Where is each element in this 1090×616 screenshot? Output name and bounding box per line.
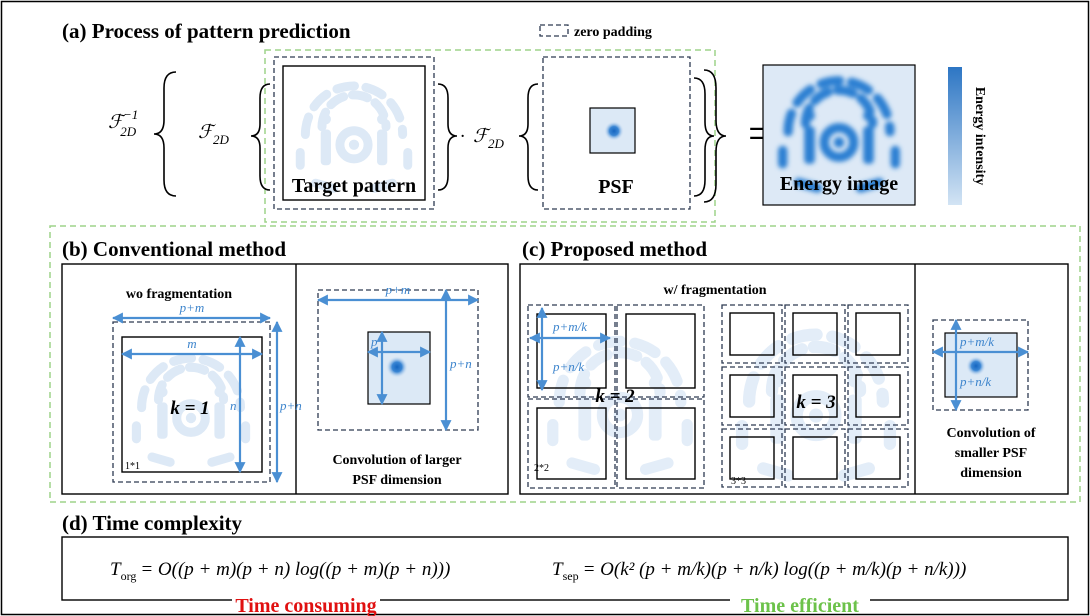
dimension-label: p+n/k xyxy=(959,374,991,389)
target-label: Target pattern xyxy=(292,175,416,197)
dimension-label: p+n xyxy=(449,356,472,371)
text-part: 2D xyxy=(120,124,137,139)
psf-dot xyxy=(966,356,986,376)
psf-dot xyxy=(386,356,408,378)
subtitle: w/ fragmentation xyxy=(663,283,766,298)
dimension-label: p+m/k xyxy=(959,334,994,349)
text-part: org xyxy=(121,569,137,583)
k-label: k = 1 xyxy=(170,398,209,419)
panel-title: (c) Proposed method xyxy=(522,237,707,261)
caption: Convolution of larger xyxy=(332,453,461,468)
panel-title: (b) Conventional method xyxy=(62,237,286,261)
brace xyxy=(154,72,176,196)
fragment-box xyxy=(856,313,900,355)
legend-label: zero padding xyxy=(574,25,652,40)
text-part: sep xyxy=(563,569,579,583)
psf-dot xyxy=(604,121,624,141)
grid-label: 3*3 xyxy=(731,476,746,487)
text-part: 2D xyxy=(213,132,230,147)
fragment-box xyxy=(793,437,837,479)
dimension-label: p+m xyxy=(385,282,411,297)
dimension-label: n xyxy=(230,398,237,413)
dimension-label: p xyxy=(370,334,378,349)
figure: (a) Process of pattern prediction zero p… xyxy=(0,0,1090,616)
panel-title: (a) Process of pattern prediction xyxy=(62,19,351,43)
text-part: −1 xyxy=(123,107,138,122)
grid-label: 2*2 xyxy=(534,463,549,474)
formula: Torg= O((p + m)(p + n) log((p + m)(p + n… xyxy=(110,559,450,583)
energy-label: Energy image xyxy=(780,173,898,195)
caption: PSF dimension xyxy=(352,473,442,488)
legend-swatch xyxy=(540,25,568,36)
caption: dimension xyxy=(960,466,1022,481)
brace xyxy=(438,84,457,190)
colorbar-label: Energy intensity xyxy=(972,87,987,185)
target-pattern xyxy=(300,86,408,188)
caption: Convolution of xyxy=(946,426,1035,441)
psf-label: PSF xyxy=(598,176,634,198)
colorbar xyxy=(948,67,962,205)
dimension-label: p+n xyxy=(279,398,302,413)
text-part: 2D xyxy=(488,136,505,151)
brace xyxy=(251,84,270,190)
panel-title: (d) Time complexity xyxy=(62,511,243,535)
fourier: ℱ2D xyxy=(473,126,504,151)
formula: Tsep= O(k² (p + m/k)(p + n/k) log((p + m… xyxy=(552,559,966,583)
dimension-label: p+m/k xyxy=(552,319,587,334)
caption: smaller PSF xyxy=(955,446,1027,461)
dimension-label: m xyxy=(187,336,196,351)
note: Time consuming xyxy=(235,595,376,616)
text-part: = O((p + m)(p + n) log((p + m)(p + n))) xyxy=(140,559,450,580)
brace xyxy=(519,84,538,190)
text-part: = O(k² (p + m/k)(p + n/k) log((p + m/k)(… xyxy=(583,559,967,580)
padding-box xyxy=(848,305,908,363)
note: Time efficient xyxy=(741,595,859,616)
brace xyxy=(694,78,714,196)
fourier: ℱ2D xyxy=(198,122,229,147)
dimension-label: p+m xyxy=(179,300,205,315)
grid-label: 1*1 xyxy=(125,461,140,472)
k-label: k = 3 xyxy=(796,392,835,413)
multiply: · xyxy=(460,126,465,147)
k-label: k = 2 xyxy=(595,386,635,407)
dimension-label: p+n/k xyxy=(552,359,584,374)
